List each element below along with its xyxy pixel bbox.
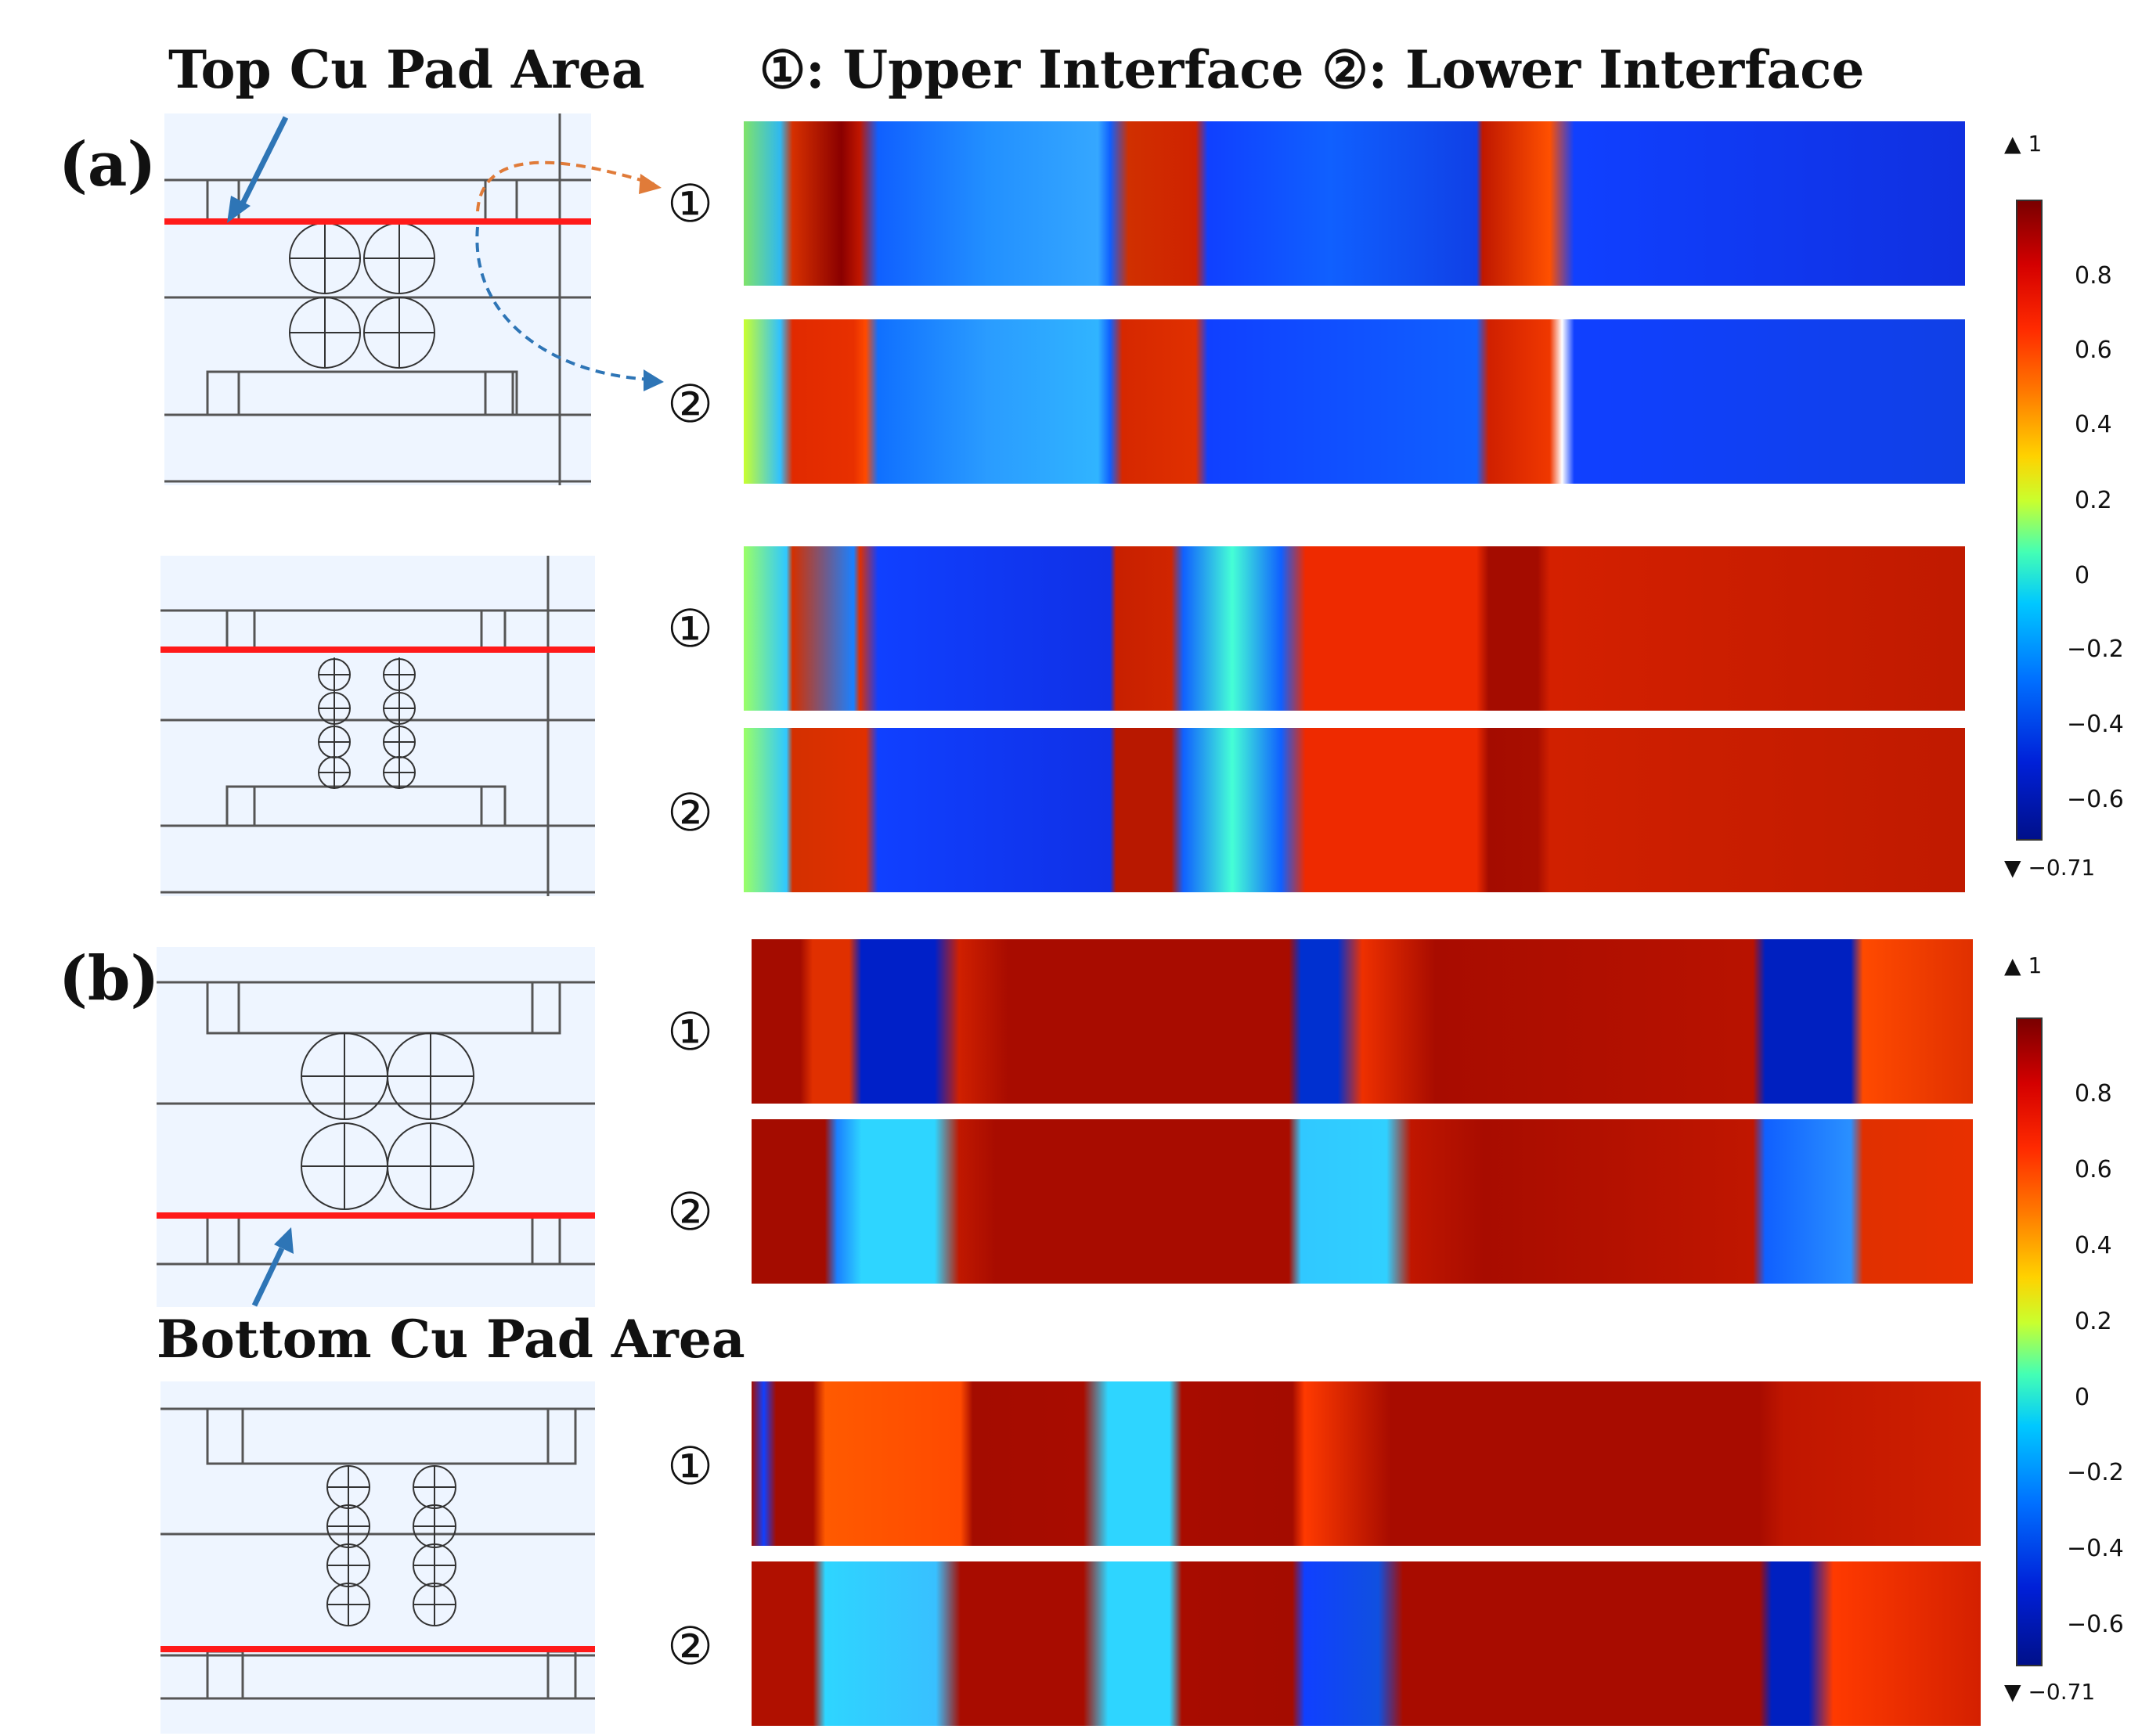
heatmap-a1-upper bbox=[744, 121, 1965, 286]
diagram-b1 bbox=[157, 947, 595, 1307]
marker-upper-a1: ① bbox=[667, 174, 714, 234]
diagram-a2 bbox=[160, 556, 595, 896]
colorbar-b-tick: 0.4 bbox=[2075, 1232, 2112, 1259]
colorbar-b-tick: 0.2 bbox=[2075, 1308, 2112, 1335]
marker-lower-b2: ② bbox=[667, 1616, 714, 1677]
colorbar-a-min: −0.71 bbox=[2028, 855, 2096, 881]
marker-upper-b2: ① bbox=[667, 1436, 714, 1496]
colorbar-a-max: 1 bbox=[2028, 131, 2043, 157]
marker-lower-a2: ② bbox=[667, 783, 714, 843]
colorbar-b-max-marker: ▲ 1 bbox=[2004, 953, 2043, 978]
colorbar-b-tick: 0.6 bbox=[2075, 1156, 2112, 1183]
interface-legend: ①: Upper Interface ②: Lower Interface bbox=[759, 39, 1865, 100]
bottom-cu-pad-label: Bottom Cu Pad Area bbox=[157, 1309, 745, 1370]
marker-upper-b1: ① bbox=[667, 1002, 714, 1062]
diagram-b2 bbox=[160, 1381, 595, 1734]
panel-a-label: (a) bbox=[59, 129, 157, 200]
colorbar-a-tick: 0.6 bbox=[2075, 337, 2112, 364]
colorbar-a-tick: 0.4 bbox=[2075, 411, 2112, 438]
colorbar-a-max-marker: ▲ 1 bbox=[2004, 131, 2043, 157]
marker-upper-a2: ① bbox=[667, 599, 714, 659]
colorbar-a-tick: 0.8 bbox=[2075, 262, 2112, 290]
pointer-arrow bbox=[236, 116, 289, 213]
colorbar-b-tick: −0.4 bbox=[2067, 1535, 2124, 1562]
marker-lower-b1: ② bbox=[667, 1182, 714, 1242]
diagram-a1 bbox=[164, 113, 591, 485]
panel-b-label: (b) bbox=[59, 943, 160, 1014]
pointer-arrow bbox=[251, 1247, 285, 1307]
heatmap-b1-upper bbox=[752, 939, 1973, 1104]
top-cu-pad-label: Top Cu Pad Area bbox=[168, 39, 645, 100]
colorbar-b-min-marker: ▼ −0.71 bbox=[2004, 1679, 2096, 1705]
colorbar-a-tick: −0.2 bbox=[2067, 636, 2124, 663]
heatmap-b2-upper bbox=[752, 1381, 1981, 1546]
colorbar-b-min: −0.71 bbox=[2028, 1679, 2096, 1705]
dashed-arrows-a bbox=[475, 160, 664, 391]
heatmap-b2-lower bbox=[752, 1561, 1981, 1726]
colorbar-a-tick: −0.6 bbox=[2067, 786, 2124, 813]
colorbar-b-tick: 0 bbox=[2075, 1384, 2090, 1411]
colorbar-a-tick: 0 bbox=[2075, 562, 2090, 589]
colorbar-b bbox=[2016, 1017, 2043, 1666]
heatmap-a2-upper bbox=[744, 546, 1965, 711]
colorbar-b-tick: −0.6 bbox=[2067, 1611, 2124, 1638]
colorbar-a bbox=[2016, 200, 2043, 841]
heatmap-a1-lower bbox=[744, 319, 1965, 484]
heatmap-a2-lower bbox=[744, 728, 1965, 892]
colorbar-a-min-marker: ▼ −0.71 bbox=[2004, 855, 2096, 881]
colorbar-a-tick: −0.4 bbox=[2067, 711, 2124, 738]
colorbar-b-tick: −0.2 bbox=[2067, 1459, 2124, 1486]
heatmap-b1-lower bbox=[752, 1119, 1973, 1284]
colorbar-b-max: 1 bbox=[2028, 953, 2043, 978]
colorbar-b-tick: 0.8 bbox=[2075, 1080, 2112, 1108]
colorbar-a-tick: 0.2 bbox=[2075, 487, 2112, 514]
marker-lower-a1: ② bbox=[667, 374, 714, 434]
